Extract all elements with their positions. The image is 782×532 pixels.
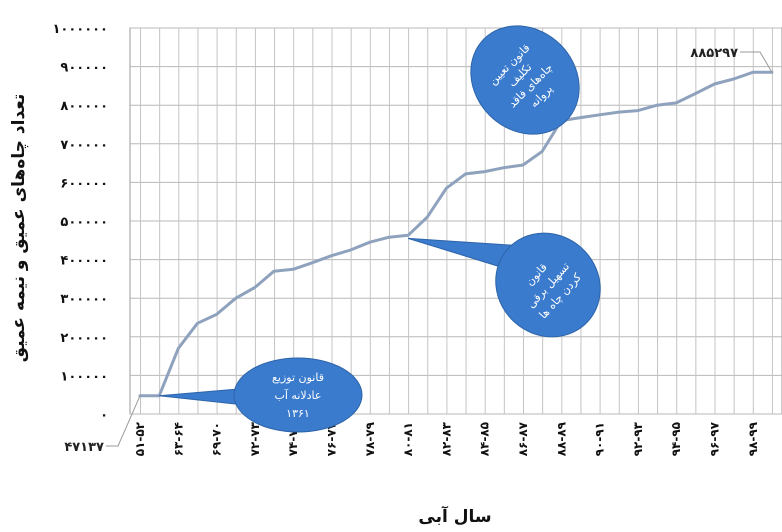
- x-axis-title: سال آبی: [418, 505, 491, 527]
- x-tick-label: ۸۶-۸۷: [516, 421, 530, 456]
- x-tick-label: ۶۹-۷۰: [210, 422, 224, 456]
- start-value-label: ۴۷۱۳۷: [64, 440, 104, 455]
- x-tick-label: ۷۲-۷۳: [248, 421, 262, 456]
- x-tick-label: ۹۸-۹۹: [746, 421, 760, 456]
- y-tick-label: ۱۰۰۰۰۰۰: [52, 22, 108, 37]
- grid: [129, 27, 782, 415]
- x-tick-label: ۵۱-۵۲: [133, 421, 147, 456]
- x-tick-label: ۷۸-۷۹: [363, 421, 377, 456]
- y-tick-label: ۰: [100, 408, 108, 423]
- y-tick-label: ۷۰۰۰۰۰: [60, 138, 108, 153]
- y-tick-label: ۸۰۰۰۰۰: [60, 99, 108, 114]
- x-tick-label: ۸۴-۸۵: [478, 422, 492, 456]
- x-tick-label: ۹۰-۹۱: [593, 422, 607, 456]
- start-leader-line: [106, 395, 141, 447]
- callout-bubble: [495, 232, 601, 338]
- x-tick-label: ۶۳-۶۴: [171, 422, 185, 456]
- end-labels: ۴۷۱۳۷ ۸۸۵۲۹۷: [64, 46, 773, 455]
- y-tick-label: ۲۰۰۰۰۰: [60, 331, 108, 346]
- x-tick-label: ۹۲-۹۳: [631, 421, 645, 456]
- y-axis-ticks: ۰ ۱۰۰۰۰۰ ۲۰۰۰۰۰ ۳۰۰۰۰۰ ۴۰۰۰۰۰ ۵۰۰۰۰۰ ۶۰۰۰۰۰ ۷۰۰…: [52, 22, 108, 423]
- x-tick-label: ۸۲-۸۳: [439, 421, 453, 456]
- y-tick-label: ۹۰۰۰۰۰: [60, 61, 108, 76]
- callout-bubble: [470, 25, 580, 135]
- x-axis-ticks: ۵۱-۵۲ ۶۳-۶۴ ۶۹-۷۰ ۷۲-۷۳ ۷۴-۷۵ ۷۶-۷۷ ۷۸-۷۹ ۸۰-۸۱…: [133, 421, 760, 456]
- y-tick-label: ۳۰۰۰۰۰: [60, 292, 108, 307]
- y-tick-label: ۵۰۰۰۰۰: [60, 215, 108, 230]
- x-tick-label: ۸۸-۸۹: [554, 421, 568, 456]
- end-value-label: ۸۸۵۲۹۷: [690, 46, 738, 61]
- callout-text: عادلانه آب: [275, 388, 322, 402]
- callout-text: قانون توزیع: [272, 371, 324, 384]
- y-tick-label: ۱۰۰۰۰۰: [60, 369, 108, 384]
- series-line: [138, 70, 774, 398]
- callout-text: ۱۳۶۱: [286, 407, 310, 420]
- end-leader-line: [740, 51, 773, 73]
- callout-bubble: [233, 357, 363, 433]
- x-tick-label: ۸۰-۸۱: [401, 422, 415, 456]
- x-tick-label: ۷۶-۷۷: [325, 421, 339, 456]
- callout: قانون توزیع عادلانه آب ۱۳۶۱: [159, 357, 363, 433]
- x-tick-label: ۹۴-۹۵: [669, 422, 683, 456]
- series: [138, 70, 774, 398]
- y-tick-label: ۴۰۰۰۰۰: [60, 254, 108, 269]
- y-tick-label: ۶۰۰۰۰۰: [60, 176, 108, 191]
- x-tick-label: ۹۶-۹۷: [708, 421, 722, 456]
- y-axis-title: تعداد چاه‌های عمیق و نیمه عمیق: [9, 94, 29, 363]
